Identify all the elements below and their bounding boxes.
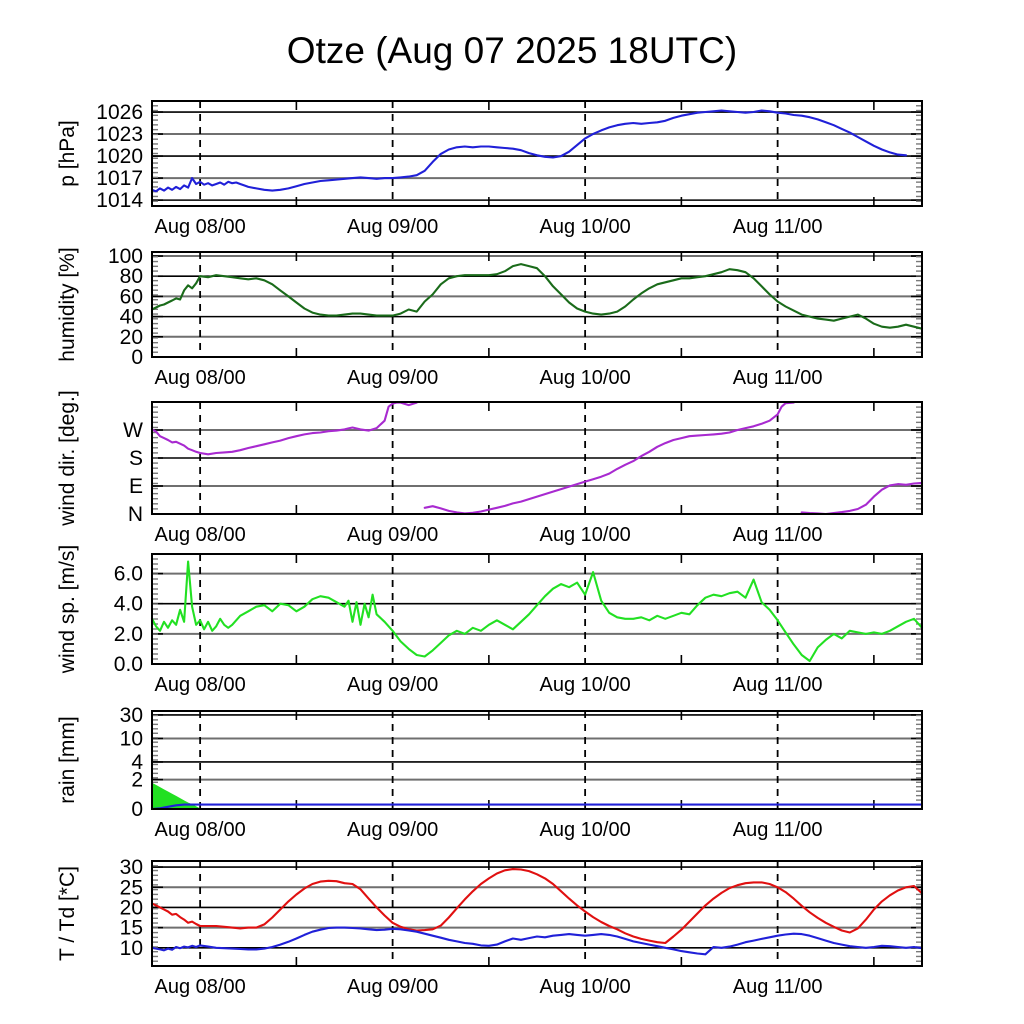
y-tick-label: 60 [120, 285, 143, 308]
plot-frame [151, 100, 923, 207]
x-tick-label: Aug 08/00 [155, 216, 246, 238]
x-tick-label: Aug 10/00 [540, 674, 631, 696]
y-tick-label: S [129, 447, 143, 470]
x-tick-label: Aug 10/00 [540, 524, 631, 546]
series-wind_speed [150, 560, 924, 663]
y-tick-label: N [128, 503, 143, 526]
y-axis-label-humidity: humidity [%] [56, 247, 79, 361]
series-humidity [150, 263, 924, 330]
y-tick-label: 0 [131, 798, 143, 821]
x-tick-label: Aug 11/00 [733, 674, 823, 696]
y-tick-label: 2.0 [114, 623, 143, 646]
y-tick-label: 30 [120, 704, 143, 727]
y-tick-label: 10 [120, 727, 143, 750]
y-tick-label: 25 [120, 876, 143, 899]
y-axis-label-temperature_dewpoint: T / Td [*C] [56, 866, 79, 961]
y-axis-label-wind_direction: wind dir. [deg.] [56, 390, 79, 526]
y-tick-label: 15 [120, 917, 143, 940]
x-tick-label: Aug 09/00 [347, 674, 438, 696]
x-tick-label: Aug 11/00 [733, 976, 823, 998]
y-axis-label-pressure: p [hPa] [56, 120, 79, 187]
y-tick-label: 20 [120, 326, 143, 349]
x-tick-label: Aug 08/00 [155, 976, 246, 998]
y-tick-label: 40 [120, 306, 143, 329]
x-tick-label: Aug 11/00 [733, 367, 823, 389]
x-tick-label: Aug 11/00 [733, 524, 823, 546]
y-tick-label: 6.0 [114, 563, 143, 586]
x-tick-label: Aug 09/00 [347, 216, 438, 238]
y-tick-label: 1014 [96, 189, 143, 212]
y-tick-label: E [129, 475, 143, 498]
plot-frame [151, 251, 923, 358]
y-tick-label: 80 [120, 265, 143, 288]
panel-wind_speed: 0.0 2.0 4.0 6.0 Aug 08/00 Aug 09/00 Aug 10/00 A… [56, 545, 924, 696]
y-tick-label: 4 [131, 751, 143, 774]
y-tick-label: 20 [120, 896, 143, 919]
x-tick-label: Aug 09/00 [347, 524, 438, 546]
x-tick-label: Aug 08/00 [155, 674, 246, 696]
x-tick-label: Aug 09/00 [347, 976, 438, 998]
plot-frame [151, 710, 923, 810]
y-tick-label: 2 [131, 769, 143, 792]
y-tick-label: 30 [120, 856, 143, 879]
x-tick-label: Aug 08/00 [155, 819, 246, 841]
x-tick-label: Aug 10/00 [540, 367, 631, 389]
y-tick-label: 0.0 [114, 653, 143, 676]
plot-frame [151, 553, 923, 665]
x-tick-label: Aug 09/00 [347, 367, 438, 389]
y-tick-label: 10 [120, 937, 143, 960]
x-tick-label: Aug 10/00 [540, 819, 631, 841]
x-tick-label: Aug 11/00 [733, 819, 823, 841]
series-temperature_dewpoint-Td [150, 926, 924, 956]
page-title: Otze (Aug 07 2025 18UTC) [287, 30, 737, 71]
x-tick-label: Aug 08/00 [155, 367, 246, 389]
y-axis-label-rain: rain [mm] [56, 716, 79, 804]
x-tick-label: Aug 10/00 [540, 216, 631, 238]
plot-frame [151, 860, 923, 967]
y-tick-label: 0 [131, 346, 143, 369]
x-tick-label: Aug 11/00 [733, 216, 823, 238]
y-tick-label: W [123, 419, 143, 442]
series-pressure [150, 109, 908, 193]
rain-rate-area [151, 782, 201, 810]
x-tick-label: Aug 10/00 [540, 976, 631, 998]
y-tick-label: 1017 [96, 167, 143, 190]
series-temperature_dewpoint-T [150, 868, 924, 945]
x-tick-label: Aug 08/00 [155, 524, 246, 546]
y-tick-label: 1026 [96, 101, 143, 124]
y-tick-label: 4.0 [114, 593, 143, 616]
y-tick-label: 1023 [96, 123, 143, 146]
x-tick-label: Aug 09/00 [347, 819, 438, 841]
y-tick-label: 1020 [96, 145, 143, 168]
y-tick-label: 100 [108, 245, 143, 268]
y-axis-label-wind_speed: wind sp. [m/s] [56, 545, 79, 674]
plot-frame [151, 401, 923, 515]
